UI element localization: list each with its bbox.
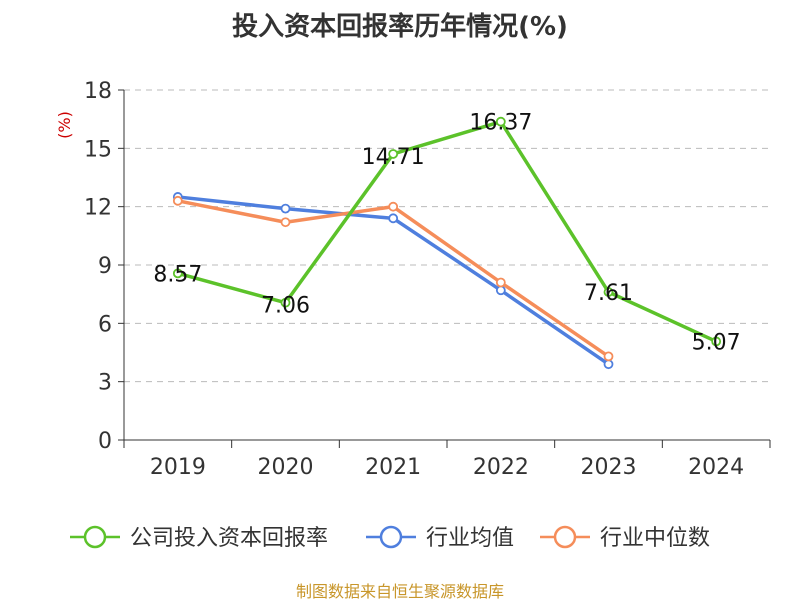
data-point (280, 203, 291, 214)
x-tick-label: 2021 (365, 455, 421, 480)
data-labels: 8.57 7.06 14.71 16.37 7.61 5.07 (153, 111, 740, 356)
data-label: 5.07 (692, 330, 741, 355)
data-label: 14.71 (362, 145, 425, 170)
data-label: 16.37 (469, 111, 532, 136)
legend: 公司投入资本回报率 行业均值 行业中位数 (70, 525, 710, 551)
data-point (172, 268, 183, 279)
y-tick-label: 12 (84, 196, 112, 221)
data-point (280, 297, 291, 308)
data-point (280, 217, 291, 228)
legend-label: 行业中位数 (600, 526, 710, 551)
axes: 0 3 6 9 12 15 18 2019 2020 2021 2022 2023 2024 (84, 79, 771, 480)
legend-item: 行业中位数 (540, 525, 710, 551)
x-tick-label: 2020 (258, 455, 314, 480)
data-point (603, 359, 614, 370)
legend-label: 行业均值 (426, 526, 514, 551)
x-tick-label: 2019 (150, 455, 206, 480)
series-lines (172, 116, 722, 370)
source-note: 制图数据来自恒生聚源数据库 (295, 582, 504, 601)
data-point (495, 277, 506, 288)
y-axis-unit-label: (%) (55, 111, 74, 139)
x-tick-label: 2024 (688, 455, 744, 480)
legend-marker (379, 525, 403, 549)
legend-marker (83, 525, 107, 549)
data-point (603, 287, 614, 297)
data-point (495, 116, 506, 127)
data-point (388, 149, 399, 159)
chart-title: 投入资本回报率历年情况(%) (232, 12, 568, 42)
y-tick-label: 9 (98, 254, 112, 279)
data-point (388, 201, 399, 212)
y-tick-label: 15 (84, 137, 112, 162)
legend-label: 公司投入资本回报率 (130, 526, 328, 551)
y-tick-label: 18 (84, 79, 112, 104)
grid-lines (124, 89, 770, 383)
y-tick-label: 6 (98, 312, 112, 337)
series-line (177, 119, 717, 344)
data-point (711, 336, 722, 347)
data-point (603, 351, 614, 362)
data-point (172, 195, 183, 206)
y-tick-label: 0 (98, 429, 112, 454)
legend-marker (553, 525, 577, 549)
data-point (388, 213, 399, 224)
legend-item: 行业均值 (366, 525, 514, 551)
data-label: 7.61 (584, 281, 633, 306)
x-tick-label: 2023 (581, 455, 637, 480)
y-tick-label: 3 (98, 371, 112, 396)
legend-item: 公司投入资本回报率 (70, 525, 328, 551)
series-line (177, 199, 610, 358)
data-label: 7.06 (261, 294, 310, 319)
x-tick-label: 2022 (473, 455, 529, 480)
data-point (495, 285, 506, 296)
data-label: 8.57 (153, 262, 202, 287)
